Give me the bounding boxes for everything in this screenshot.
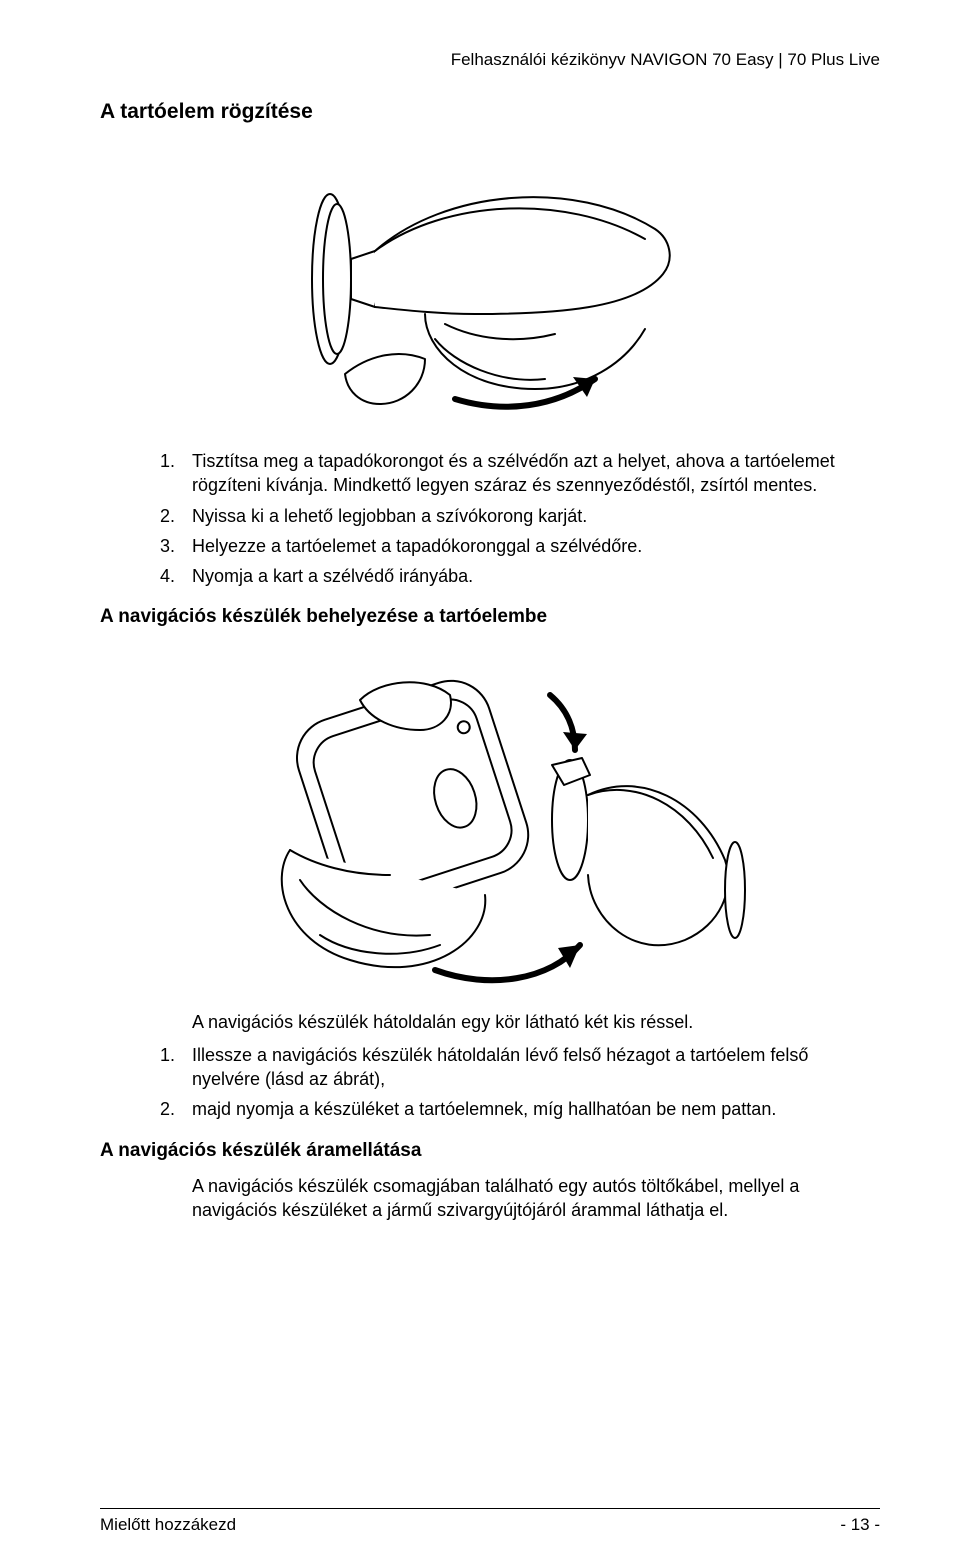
section-title-1: A tartóelem rögzítése (100, 100, 880, 124)
page: Felhasználói kézikönyv NAVIGON 70 Easy |… (0, 0, 960, 1565)
step-text: Illessze a navigációs készülék hátoldalá… (192, 1043, 880, 1092)
section-title-3: A navigációs készülék áramellátása (100, 1140, 880, 1162)
steps-list-2: 1.Illessze a navigációs készülék hátolda… (160, 1043, 880, 1122)
para-intro-2: A navigációs készülék hátoldalán egy kör… (192, 1010, 880, 1034)
para-3: A navigációs készülék csomagjában találh… (192, 1174, 880, 1223)
step-text: Nyomja a kart a szélvédő irányába. (192, 564, 473, 588)
list-item: 2.Nyissa ki a lehető legjobban a szívóko… (160, 504, 880, 528)
list-item: 1.Tisztítsa meg a tapadókorongot és a sz… (160, 449, 880, 498)
list-item: 3.Helyezze a tartóelemet a tapadókorongg… (160, 534, 880, 558)
page-footer: Mielőtt hozzákezd - 13 - (100, 1508, 880, 1535)
footer-right: - 13 - (840, 1515, 880, 1535)
steps-list-1: 1.Tisztítsa meg a tapadókorongot és a sz… (160, 449, 880, 588)
list-item: 1.Illessze a navigációs készülék hátolda… (160, 1043, 880, 1092)
step-text: Nyissa ki a lehető legjobban a szívókoro… (192, 504, 587, 528)
step-text: Helyezze a tartóelemet a tapadókoronggal… (192, 534, 642, 558)
list-item: 4.Nyomja a kart a szélvédő irányába. (160, 564, 880, 588)
section-title-2: A navigációs készülék behelyezése a tart… (100, 606, 880, 628)
figure-mount (100, 139, 880, 429)
footer-left: Mielőtt hozzákezd (100, 1515, 236, 1535)
list-item: 2.majd nyomja a készüléket a tartóelemne… (160, 1097, 880, 1121)
step-text: majd nyomja a készüléket a tartóelemnek,… (192, 1097, 776, 1121)
doc-header: Felhasználói kézikönyv NAVIGON 70 Easy |… (100, 50, 880, 70)
figure-insert-device (100, 640, 880, 990)
step-text: Tisztítsa meg a tapadókorongot és a szél… (192, 449, 880, 498)
